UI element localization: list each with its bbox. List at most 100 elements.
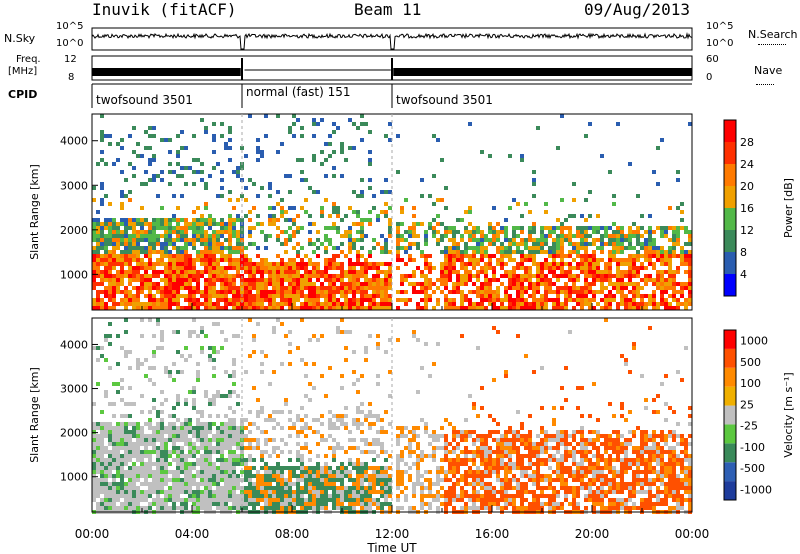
data-cell <box>140 282 144 286</box>
data-cell <box>324 266 328 270</box>
data-cell <box>352 302 356 306</box>
data-cell <box>360 494 364 498</box>
data-cell <box>508 470 512 474</box>
data-cell <box>132 462 136 466</box>
data-cell <box>552 250 556 254</box>
data-cell <box>128 222 132 226</box>
data-cell <box>600 298 604 302</box>
data-cell <box>96 458 100 462</box>
data-cell <box>160 490 164 494</box>
data-cell <box>244 286 248 290</box>
data-cell <box>176 458 180 462</box>
data-cell <box>108 282 112 286</box>
data-cell <box>212 434 216 438</box>
data-cell <box>300 206 304 210</box>
data-cell <box>664 262 668 266</box>
data-cell <box>528 294 532 298</box>
data-cell <box>640 294 644 298</box>
data-cell <box>264 466 268 470</box>
data-cell <box>528 458 532 462</box>
data-cell <box>256 214 260 218</box>
data-cell <box>272 506 276 510</box>
data-cell <box>136 466 140 470</box>
data-cell <box>116 458 120 462</box>
data-cell <box>116 270 120 274</box>
data-cell <box>272 438 276 442</box>
data-cell <box>312 482 316 486</box>
data-cell <box>372 286 376 290</box>
data-cell <box>96 290 100 294</box>
data-cell <box>224 446 228 450</box>
data-cell <box>308 186 312 190</box>
data-cell <box>348 494 352 498</box>
data-cell <box>112 230 116 234</box>
data-cell <box>552 242 556 246</box>
data-cell <box>448 478 452 482</box>
data-cell <box>212 462 216 466</box>
data-cell <box>344 406 348 410</box>
data-cell <box>504 286 508 290</box>
data-cell <box>416 234 420 238</box>
data-cell <box>184 298 188 302</box>
data-cell <box>196 238 200 242</box>
data-cell <box>548 270 552 274</box>
data-cell <box>668 238 672 242</box>
data-cell <box>352 122 356 126</box>
data-cell <box>256 438 260 442</box>
data-cell <box>200 238 204 242</box>
data-cell <box>212 422 216 426</box>
data-cell <box>188 258 192 262</box>
data-cell <box>336 426 340 430</box>
data-cell <box>524 254 528 258</box>
data-cell <box>92 402 96 406</box>
data-cell <box>236 286 240 290</box>
data-cell <box>576 242 580 246</box>
data-cell <box>156 490 160 494</box>
data-cell <box>136 238 140 242</box>
data-cell <box>148 254 152 258</box>
data-cell <box>132 402 136 406</box>
data-cell <box>384 502 388 506</box>
data-cell <box>280 282 284 286</box>
data-cell <box>232 218 236 222</box>
data-cell <box>468 430 472 434</box>
data-cell <box>488 482 492 486</box>
data-cell <box>108 266 112 270</box>
data-cell <box>576 302 580 306</box>
data-cell <box>300 318 304 322</box>
data-cell <box>584 250 588 254</box>
data-cell <box>248 210 252 214</box>
data-cell <box>204 254 208 258</box>
data-cell <box>620 262 624 266</box>
data-cell <box>472 302 476 306</box>
data-cell <box>604 278 608 282</box>
data-cell <box>192 134 196 138</box>
data-cell <box>248 178 252 182</box>
data-cell <box>120 270 124 274</box>
data-cell <box>508 286 512 290</box>
data-cell <box>520 298 524 302</box>
data-cell <box>156 506 160 510</box>
data-cell <box>252 282 256 286</box>
data-cell <box>632 266 636 270</box>
data-cell <box>444 506 448 510</box>
data-cell <box>444 234 448 238</box>
data-cell <box>352 274 356 278</box>
data-cell <box>384 202 388 206</box>
data-cell <box>472 238 476 242</box>
data-cell <box>168 486 172 490</box>
data-cell <box>536 482 540 486</box>
data-cell <box>380 474 384 478</box>
data-cell <box>592 250 596 254</box>
data-cell <box>132 494 136 498</box>
data-cell <box>152 486 156 490</box>
data-cell <box>460 486 464 490</box>
data-cell <box>112 238 116 242</box>
data-cell <box>520 242 524 246</box>
data-cell <box>560 114 564 118</box>
data-cell <box>496 474 500 478</box>
data-cell <box>332 302 336 306</box>
data-cell <box>444 298 448 302</box>
data-cell <box>328 238 332 242</box>
data-cell <box>532 226 536 230</box>
